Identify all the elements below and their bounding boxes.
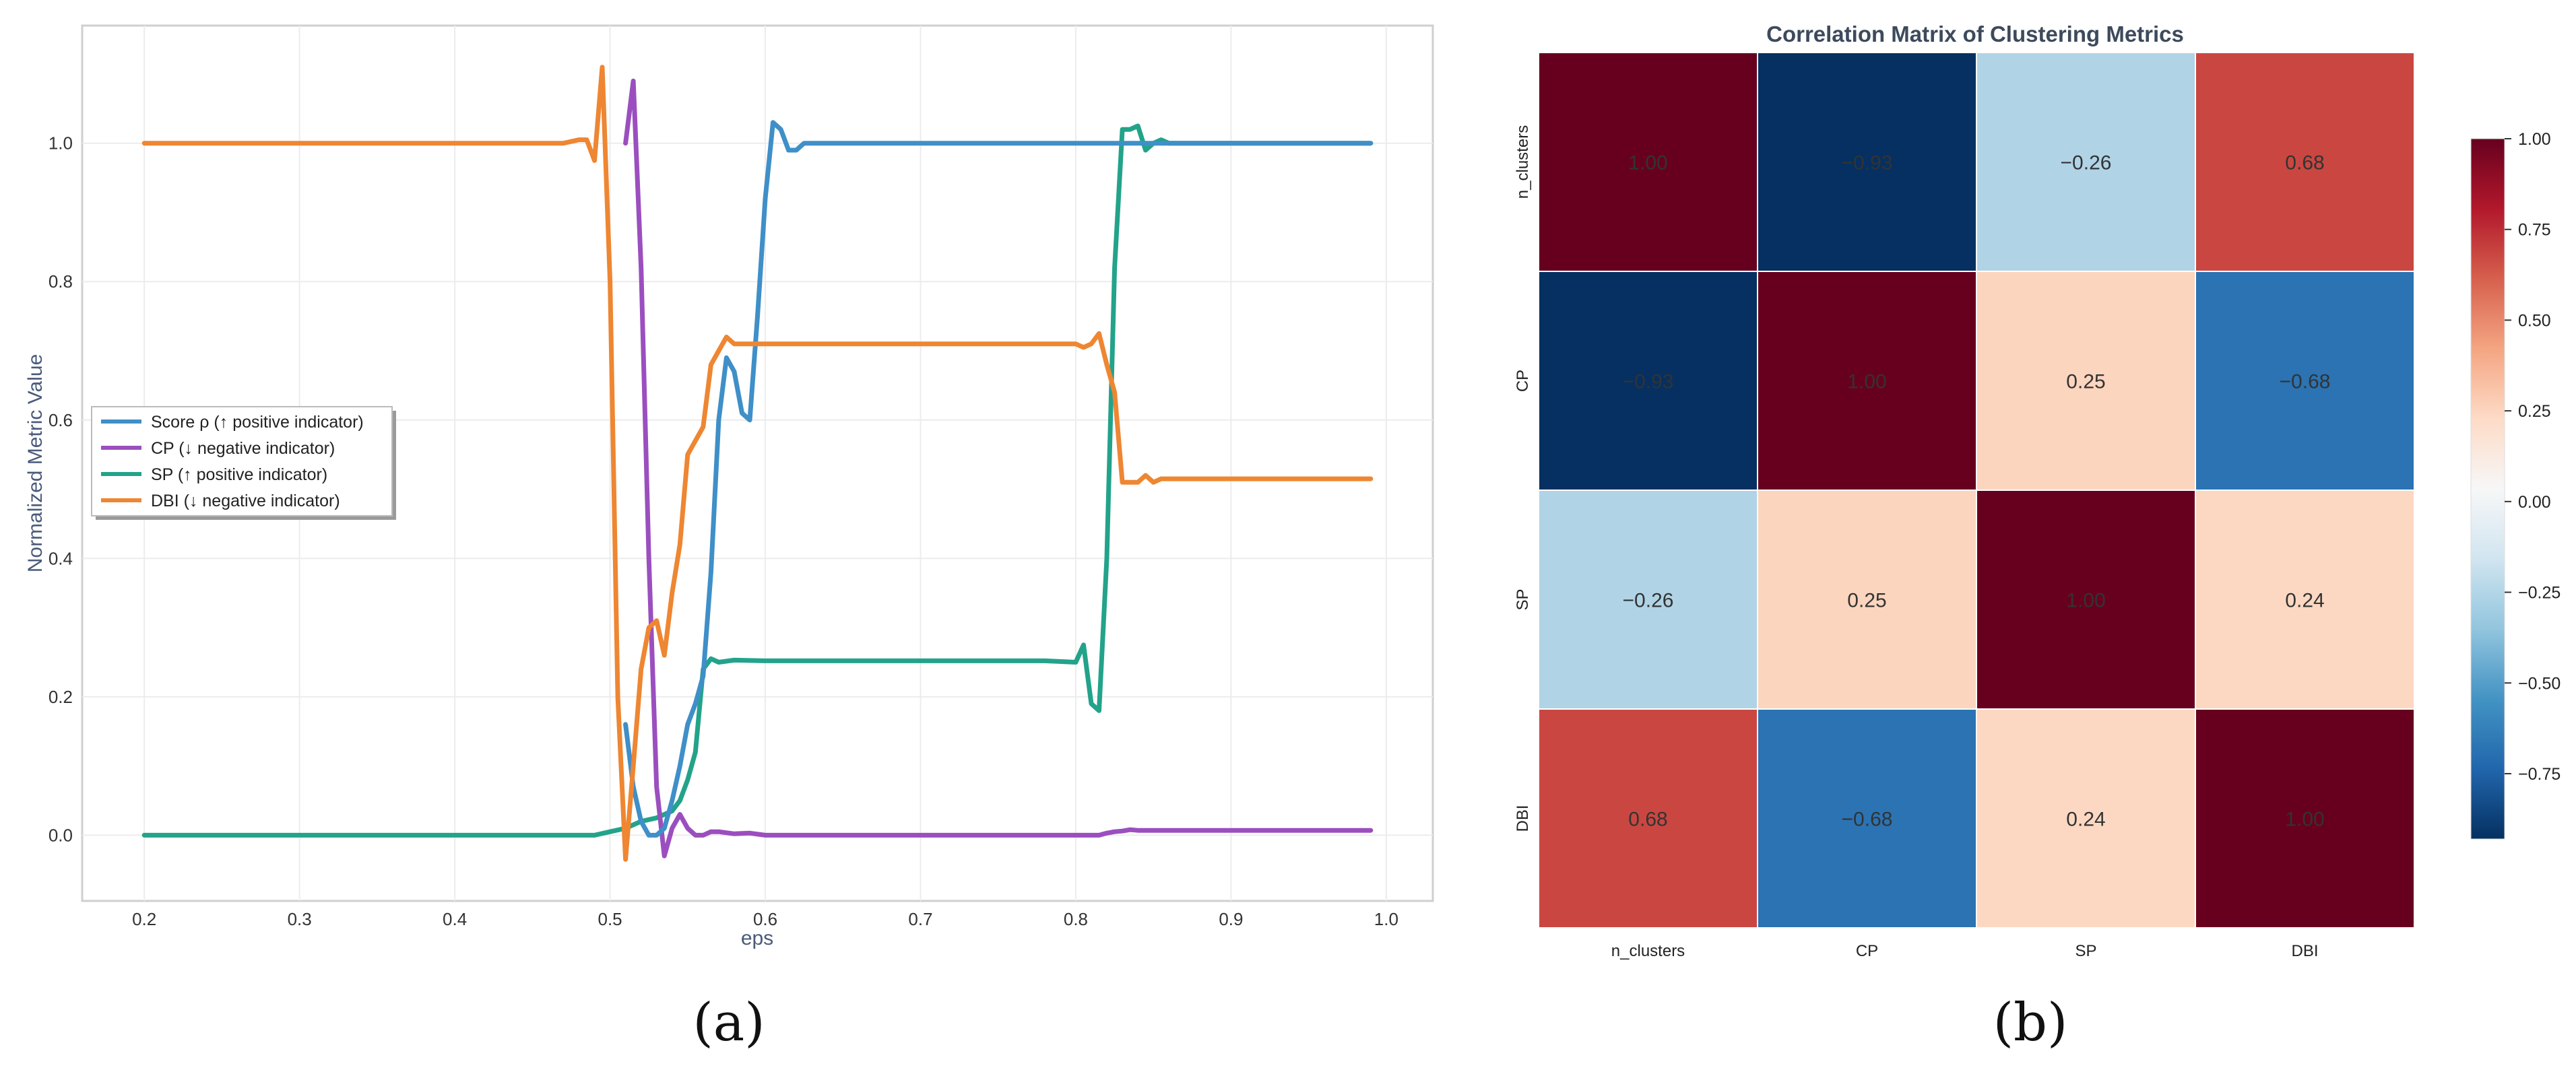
y-tick-label: 1.0 bbox=[49, 133, 73, 154]
heatmap-cell bbox=[1976, 490, 2196, 710]
legend: Score ρ (↑ positive indicator) CP (↓ neg… bbox=[91, 406, 396, 520]
heatmap-cell-value: −0.68 bbox=[1842, 809, 1893, 831]
heatmap-title: Correlation Matrix of Clustering Metrics bbox=[1766, 22, 2184, 46]
y-axis-label: Normalized Metric Value bbox=[24, 354, 46, 573]
heatmap-cell-value: 0.24 bbox=[2285, 590, 2324, 612]
y-axis-ticks: 0.0 0.2 0.4 0.6 0.8 1.0 bbox=[49, 133, 73, 846]
x-tick-label: 0.3 bbox=[288, 909, 312, 929]
heatmap-cell bbox=[1757, 52, 1977, 272]
x-tick-label: 0.7 bbox=[908, 909, 932, 929]
legend-label-sp: SP (↑ positive indicator) bbox=[151, 465, 327, 484]
panel-label-a: (a) bbox=[693, 993, 765, 1053]
heatmap-cell-value: −0.93 bbox=[1623, 371, 1674, 393]
heatmap-cell bbox=[1976, 708, 2196, 929]
heatmap-axis-labels: n_clusters CP SP DBI n_clusters CP SP DBI bbox=[1514, 125, 2319, 960]
y-tick-label: 0.4 bbox=[49, 548, 73, 568]
heatmap-cell-value: −0.93 bbox=[1842, 152, 1893, 174]
x-axis-ticks: 0.2 0.3 0.4 0.5 0.6 0.7 0.8 0.9 1.0 bbox=[132, 909, 1398, 929]
heatmap-cell-value: −0.26 bbox=[2061, 152, 2112, 174]
heatmap-col-label: SP bbox=[2075, 942, 2096, 960]
heatmap-row-label: SP bbox=[1514, 589, 1532, 610]
heatmap-cell-value: 0.68 bbox=[2285, 152, 2324, 174]
colorbar-tick-label: 0.00 bbox=[2518, 493, 2551, 512]
colorbar-tick-label: −0.25 bbox=[2518, 584, 2561, 603]
heatmap-cell bbox=[1538, 490, 1758, 710]
heatmap-cell-value: 1.00 bbox=[2066, 590, 2105, 612]
y-tick-label: 0.8 bbox=[49, 271, 73, 292]
x-tick-label: 1.0 bbox=[1374, 909, 1398, 929]
heatmap-cell-value: −0.26 bbox=[1623, 590, 1674, 612]
series-lines bbox=[141, 65, 1374, 862]
series-line-sp bbox=[141, 123, 1374, 838]
heatmap-cells: 1.00 −0.93 −0.26 0.68 −0.93 1.00 0.25 −0.68 −0.2… bbox=[1538, 52, 2415, 929]
heatmap-cell bbox=[2195, 708, 2415, 929]
heatmap-cell-value: −0.68 bbox=[2280, 371, 2331, 393]
heatmap-cell bbox=[2195, 271, 2415, 491]
heatmap-cell bbox=[1538, 708, 1758, 929]
panel-label-b: (b) bbox=[1993, 993, 2068, 1053]
legend-label-cp: CP (↓ negative indicator) bbox=[151, 439, 335, 458]
x-tick-label: 0.6 bbox=[753, 909, 777, 929]
heatmap-row-label: n_clusters bbox=[1514, 125, 1532, 199]
heatmap-cell-value: 1.00 bbox=[1847, 371, 1886, 393]
colorbar-tick-label: 0.75 bbox=[2518, 221, 2551, 240]
heatmap-cell-value: 1.00 bbox=[1628, 152, 1667, 174]
colorbar-tick-label: −0.50 bbox=[2518, 674, 2561, 693]
heatmap-col-label: n_clusters bbox=[1611, 942, 1685, 960]
heatmap-cell bbox=[1757, 490, 1977, 710]
heatmap-chart: Correlation Matrix of Clustering Metrics… bbox=[1514, 22, 2561, 960]
x-tick-label: 0.5 bbox=[598, 909, 622, 929]
heatmap-cell bbox=[1976, 271, 2196, 491]
heatmap-col-label: DBI bbox=[2291, 942, 2318, 960]
y-tick-label: 0.2 bbox=[49, 687, 73, 707]
x-tick-label: 0.9 bbox=[1219, 909, 1243, 929]
legend-label-dbi: DBI (↓ negative indicator) bbox=[151, 492, 340, 510]
colorbar: 1.00 0.75 0.50 0.25 0.00 −0.25 −0.50 −0.75 bbox=[2470, 130, 2561, 840]
series-line-score bbox=[623, 120, 1374, 838]
heatmap-cell bbox=[1757, 708, 1977, 929]
heatmap-cell bbox=[1538, 271, 1758, 491]
heatmap-row-label: DBI bbox=[1514, 805, 1532, 832]
heatmap-cell-value: 0.25 bbox=[2066, 371, 2105, 393]
legend-label-score: Score ρ (↑ positive indicator) bbox=[151, 413, 364, 432]
colorbar-tick-label: 0.50 bbox=[2518, 311, 2551, 330]
colorbar-tick-label: 1.00 bbox=[2518, 130, 2551, 149]
heatmap-cell-value: 1.00 bbox=[2285, 809, 2324, 831]
heatmap-col-label: CP bbox=[1856, 942, 1878, 960]
colorbar-tick-label: −0.75 bbox=[2518, 765, 2561, 784]
x-tick-label: 0.4 bbox=[443, 909, 467, 929]
x-axis-label: eps bbox=[741, 927, 773, 949]
heatmap-cell-value: 0.25 bbox=[1847, 590, 1886, 612]
series-line-cp bbox=[623, 78, 1374, 859]
colorbar-ticks: 1.00 0.75 0.50 0.25 0.00 −0.25 −0.50 −0.75 bbox=[2505, 130, 2561, 784]
y-tick-label: 0.0 bbox=[49, 825, 73, 845]
heatmap-row-label: CP bbox=[1514, 370, 1532, 392]
heatmap-cell bbox=[1757, 271, 1977, 491]
heatmap-cell-value: 0.68 bbox=[1628, 809, 1667, 831]
colorbar-tick-label: 0.25 bbox=[2518, 402, 2551, 421]
legend-box bbox=[91, 406, 393, 516]
y-tick-label: 0.6 bbox=[49, 410, 73, 430]
heatmap-cell-value: 0.24 bbox=[2066, 809, 2105, 831]
heatmap-cell bbox=[2195, 52, 2415, 272]
series-line-dbi bbox=[141, 65, 1374, 862]
line-chart: 0.2 0.3 0.4 0.5 0.6 0.7 0.8 0.9 1.0 0.0 0.2 0.4 0.6… bbox=[24, 24, 1434, 949]
x-tick-label: 0.8 bbox=[1064, 909, 1088, 929]
x-tick-label: 0.2 bbox=[132, 909, 156, 929]
heatmap-cell bbox=[2195, 490, 2415, 710]
colorbar-gradient bbox=[2470, 138, 2505, 840]
